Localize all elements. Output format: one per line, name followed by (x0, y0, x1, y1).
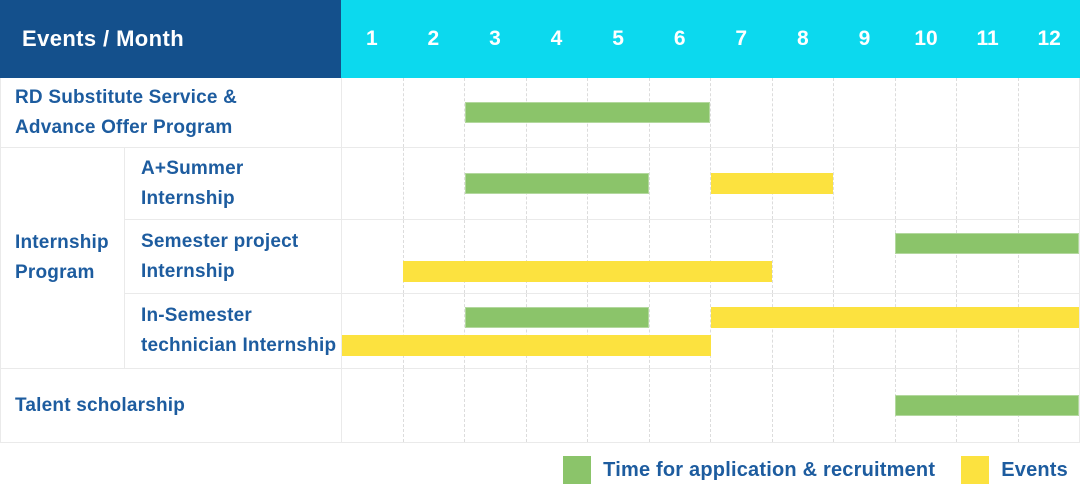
row-label-talent-scholarship: Talent scholarship (1, 369, 342, 442)
yellow-swatch-icon (961, 456, 990, 484)
row-label-semester-project-internship: Semester project Internship (125, 220, 342, 293)
legend-label: Events (1001, 458, 1068, 481)
gantt-row-bars (342, 78, 1079, 147)
gantt-bar-green (894, 233, 1079, 254)
table-row: Semester project Internship (125, 220, 1079, 294)
table-header: Events / Month 1 2 3 4 5 6 7 8 9 10 11 12 (0, 0, 1080, 78)
month-gridlines (342, 220, 1079, 293)
row-label-line: A+Summer (141, 157, 244, 179)
month-header-cell: 3 (489, 27, 501, 50)
gantt-row-bars (342, 220, 1079, 293)
month-header-cell: 10 (914, 27, 938, 50)
table-row: In-Semester technician Internship (125, 294, 1079, 368)
group-label-internship-program: Internship Program (1, 148, 125, 368)
gantt-row-bars (342, 294, 1079, 368)
month-gridlines (342, 294, 1079, 368)
gantt-row-bars (342, 369, 1079, 442)
row-label-line: Talent scholarship (15, 394, 186, 416)
month-header-cell: 6 (673, 27, 686, 50)
row-label-line: technician Internship (141, 335, 337, 356)
month-header-cell: 12 (1037, 27, 1061, 50)
month-header-cells: 1 2 3 4 5 6 7 8 9 10 11 12 (341, 0, 1080, 78)
row-label-a-summer-internship: A+Summer Internship (125, 148, 342, 219)
month-header-cell: 1 (365, 27, 378, 50)
gantt-bar-yellow (342, 335, 711, 356)
month-header-cell: 2 (427, 27, 440, 50)
month-header-cell: 7 (735, 27, 748, 50)
gantt-bar-green (464, 173, 650, 194)
month-header-cell: 11 (976, 27, 999, 50)
gantt-bar-green (464, 102, 711, 123)
row-label-line: Internship (141, 260, 235, 282)
month-header-cell: 5 (612, 27, 624, 50)
table-body: RD Substitute Service & Advance Offer Pr… (0, 78, 1080, 443)
group-rows: A+Summer Internship Semester project Int… (125, 148, 1079, 368)
gantt-bar-green (894, 395, 1079, 416)
row-label-line: Semester project (141, 230, 299, 252)
month-header-cell: 4 (550, 27, 563, 50)
table-row: Talent scholarship (1, 369, 1079, 443)
row-label-in-semester-technician-internship: In-Semester technician Internship (125, 294, 342, 368)
gantt-bar-green (464, 307, 650, 328)
green-swatch-icon (563, 456, 592, 484)
legend-item-events: Events (961, 456, 1068, 484)
gantt-bar-yellow (710, 173, 834, 194)
month-gridlines (342, 78, 1079, 147)
legend: Time for application & recruitment Event… (563, 456, 1068, 484)
table-row: A+Summer Internship (125, 148, 1079, 220)
table-row: RD Substitute Service & Advance Offer Pr… (1, 78, 1079, 148)
row-label-line: Internship (141, 187, 235, 209)
corner-header-cell: Events / Month (0, 0, 341, 78)
legend-label: Time for application & recruitment (603, 458, 936, 481)
month-header-cell: 9 (858, 27, 871, 50)
row-label-line: RD Substitute Service & (15, 86, 238, 108)
internship-program-group: Internship Program A+Summer Internship S… (1, 148, 1079, 369)
group-label-line: Program (15, 262, 95, 283)
group-label-line: Internship (15, 232, 109, 253)
gantt-bar-yellow (403, 261, 772, 282)
gantt-bar-yellow (710, 307, 1079, 328)
legend-item-application: Time for application & recruitment (563, 456, 935, 484)
row-label-rd-substitute: RD Substitute Service & Advance Offer Pr… (1, 78, 342, 147)
row-label-line: Advance Offer Program (15, 116, 233, 138)
row-label-line: In-Semester (141, 305, 252, 326)
gantt-row-bars (342, 148, 1079, 219)
month-header-cell: 8 (796, 27, 809, 50)
